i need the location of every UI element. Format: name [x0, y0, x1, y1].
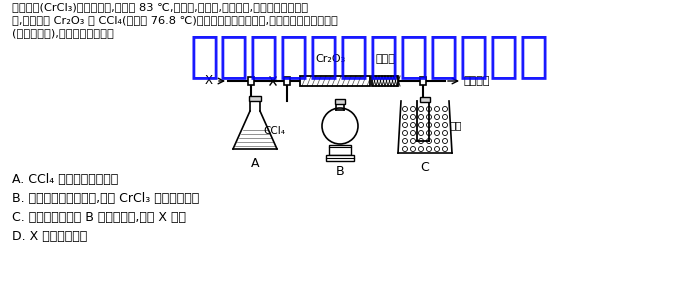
Circle shape [410, 130, 416, 135]
Circle shape [402, 115, 407, 120]
Circle shape [426, 146, 431, 151]
Text: X: X [205, 74, 213, 88]
Circle shape [410, 139, 416, 144]
Circle shape [410, 106, 416, 112]
Circle shape [435, 106, 440, 112]
Bar [248, 77, 254, 85]
Circle shape [442, 106, 447, 112]
Bar [284, 77, 290, 85]
Circle shape [410, 122, 416, 127]
Text: 尾气处理: 尾气处理 [464, 76, 491, 86]
Bar [420, 97, 430, 102]
Circle shape [410, 146, 416, 151]
Circle shape [419, 146, 423, 151]
Circle shape [435, 122, 440, 127]
Circle shape [322, 108, 358, 144]
Text: Cr₂O₃: Cr₂O₃ [315, 54, 345, 64]
Text: (夹持装置略),下列说法正确的是: (夹持装置略),下列说法正确的是 [12, 28, 114, 38]
Circle shape [426, 106, 431, 112]
Circle shape [402, 122, 407, 127]
Text: A. CCl₄ 在反应中作氧化剂: A. CCl₄ 在反应中作氧化剂 [12, 173, 118, 186]
Circle shape [435, 146, 440, 151]
Circle shape [419, 115, 423, 120]
Circle shape [402, 146, 407, 151]
Bar [372, 76, 398, 86]
Circle shape [442, 146, 447, 151]
Text: 石棉绳: 石棉绳 [375, 54, 395, 64]
Bar [249, 96, 261, 101]
Circle shape [426, 139, 431, 144]
Circle shape [435, 139, 440, 144]
Text: C. 实验时应先点燃 B 处酒精喷灯,再通 X 气体: C. 实验时应先点燃 B 处酒精喷灯,再通 X 气体 [12, 211, 186, 224]
Circle shape [435, 130, 440, 135]
Bar [335, 99, 345, 104]
Text: C: C [421, 161, 429, 174]
Circle shape [410, 115, 416, 120]
Circle shape [419, 139, 423, 144]
Text: 微信公众号关注：趣找答案: 微信公众号关注：趣找答案 [190, 32, 550, 80]
Circle shape [419, 130, 423, 135]
Text: B. 石棉绳的作用是保温,防止 CrCl₃ 凝华堵塞导管: B. 石棉绳的作用是保温,防止 CrCl₃ 凝华堵塞导管 [12, 192, 199, 205]
Circle shape [435, 115, 440, 120]
Text: 三氯化铬(CrCl₃)为紫色晶体,熔点为 83 ℃,易潮解,易升华,不易水解,高温下易被氧气氧: 三氯化铬(CrCl₃)为紫色晶体,熔点为 83 ℃,易潮解,易升华,不易水解,高… [12, 2, 308, 12]
Circle shape [402, 139, 407, 144]
Text: A: A [251, 157, 259, 170]
Text: 化,实验室用 Cr₂O₃ 和 CCl₄(沸点为 76.8 ℃)在高温下制备三氯化铬,部分实验装置如图所示: 化,实验室用 Cr₂O₃ 和 CCl₄(沸点为 76.8 ℃)在高温下制备三氯化… [12, 15, 338, 25]
Bar [329, 145, 351, 155]
Text: B: B [336, 165, 344, 178]
Circle shape [426, 115, 431, 120]
Circle shape [402, 106, 407, 112]
Bar [420, 77, 426, 85]
Circle shape [442, 139, 447, 144]
Circle shape [402, 130, 407, 135]
Circle shape [426, 130, 431, 135]
Text: 冷水: 冷水 [450, 120, 463, 130]
Text: CCl₄: CCl₄ [263, 126, 285, 136]
Text: D. X 气体可为空气: D. X 气体可为空气 [12, 230, 88, 243]
Circle shape [426, 122, 431, 127]
Circle shape [442, 130, 447, 135]
Circle shape [442, 115, 447, 120]
Circle shape [419, 122, 423, 127]
Circle shape [442, 122, 447, 127]
Bar [326, 155, 354, 161]
Bar [300, 76, 370, 86]
Circle shape [419, 106, 423, 112]
